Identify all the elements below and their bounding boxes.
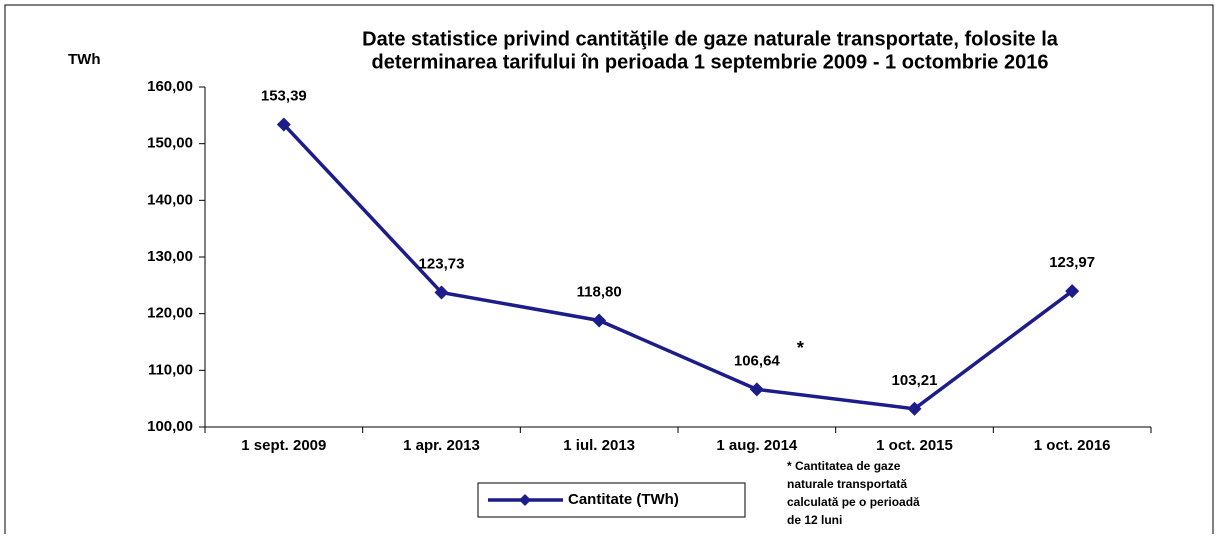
legend bbox=[477, 482, 746, 518]
data-label: 106,64 bbox=[734, 352, 781, 369]
data-point bbox=[907, 401, 922, 416]
y-tick-label: 150,00 bbox=[147, 135, 193, 152]
data-point bbox=[434, 285, 449, 300]
y-tick-label: 160,00 bbox=[147, 78, 193, 95]
footnote: * Cantitatea de gaze bbox=[787, 459, 901, 473]
chart-frame bbox=[4, 4, 1214, 539]
data-line bbox=[282, 123, 1074, 411]
data-label: 103,21 bbox=[892, 372, 938, 389]
data-point bbox=[749, 382, 764, 397]
y-axis-label: TWh bbox=[68, 51, 100, 68]
y-tick-label: 130,00 bbox=[147, 248, 193, 265]
x-tick-label: 1 apr. 2013 bbox=[403, 437, 480, 454]
y-tick-label: 110,00 bbox=[148, 361, 193, 378]
x-tick-label: 1 sept. 2009 bbox=[241, 437, 326, 454]
x-tick-label: 1 iul. 2013 bbox=[563, 437, 635, 454]
chart-title: Date statistice privind cantităţile de g… bbox=[362, 28, 1059, 50]
data-point bbox=[592, 313, 607, 328]
data-label: 153,39 bbox=[261, 87, 307, 104]
x-tick-label: 1 oct. 2016 bbox=[1034, 437, 1111, 454]
footnote: calculată pe o perioadă bbox=[787, 495, 920, 509]
y-tick-label: 140,00 bbox=[147, 191, 193, 208]
annotation: * bbox=[797, 338, 804, 358]
legend-marker bbox=[519, 494, 531, 506]
footnote: de 12 luni bbox=[787, 513, 842, 527]
x-tick-label: 1 aug. 2014 bbox=[716, 437, 798, 454]
data-point bbox=[276, 117, 291, 132]
x-tick-label: 1 oct. 2015 bbox=[876, 437, 953, 454]
data-label: 123,73 bbox=[419, 255, 465, 272]
data-label: 123,97 bbox=[1049, 254, 1095, 271]
data-label: 118,80 bbox=[577, 283, 622, 300]
chart-title: determinarea tarifului în perioada 1 sep… bbox=[372, 51, 1049, 73]
legend-label: Cantitate (TWh) bbox=[568, 491, 679, 508]
footnote: naturale transportată bbox=[787, 477, 907, 491]
data-point bbox=[1065, 284, 1080, 299]
y-tick-label: 100,00 bbox=[147, 418, 193, 435]
y-tick-label: 120,00 bbox=[147, 305, 193, 322]
